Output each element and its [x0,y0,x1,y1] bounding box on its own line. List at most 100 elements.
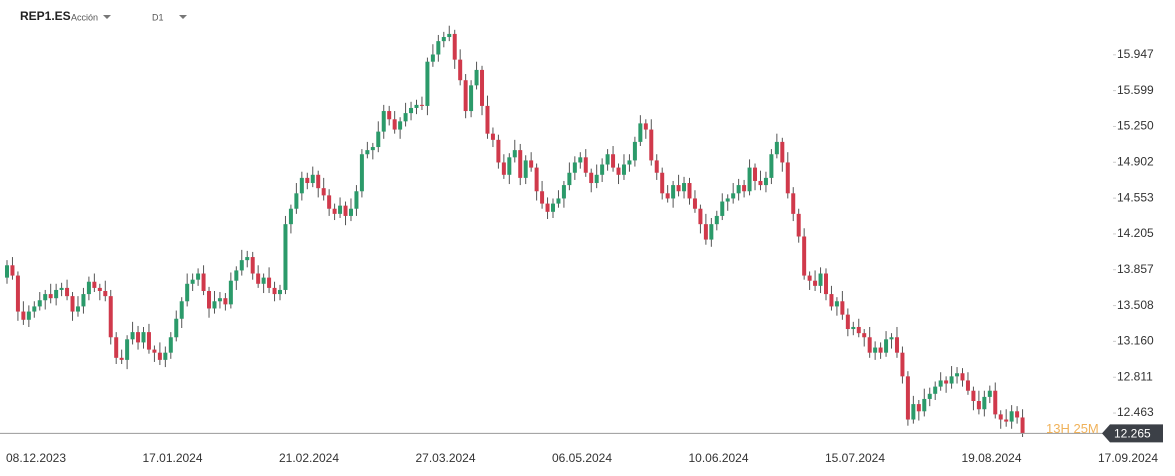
candle-body [321,188,326,196]
candle-body [37,300,42,307]
y-tick-label: 15.599 [1117,83,1154,97]
timeframe[interactable]: D1 [152,12,164,22]
candle-body [949,376,954,384]
x-tick-label: 06.05.2024 [552,451,612,465]
price-badge [1102,424,1163,443]
candle-body [911,404,916,420]
candle-body [1020,417,1025,434]
candle-body [114,337,119,358]
candle-body [217,298,222,302]
candle-body [611,154,616,168]
candle-body [621,164,626,175]
candle-body [398,121,403,130]
candle-body [272,287,277,295]
x-tick-label: 10.06.2024 [688,451,748,465]
candle-body [32,306,37,312]
candle-body [59,287,64,290]
candle-body [785,162,790,194]
y-tick-label: 14.553 [1117,190,1154,204]
candle-body [747,167,752,192]
candle-body [119,357,124,360]
candle-body [26,311,31,320]
candle-body [955,373,960,377]
candle-body [834,301,839,307]
candle-body [938,380,943,387]
candle-body [474,69,479,86]
candle-body [370,147,375,151]
candle-body [54,289,59,299]
candle-body [228,280,233,305]
candle-body [736,185,741,194]
candle-body [157,352,162,360]
candle-body [774,141,779,155]
candle-body [75,306,80,312]
timeframe-dropdown[interactable] [179,15,187,19]
candle-body [671,185,676,199]
candle-body [425,61,430,106]
candle-body [998,414,1003,420]
candle-body [884,339,889,353]
candle-body [780,141,785,163]
candle-body [933,386,938,394]
candle-body [572,162,577,173]
candle-body [15,275,20,312]
candle-body [512,150,517,158]
symbol-dropdown[interactable] [103,15,111,19]
y-tick-label: 15.947 [1117,47,1154,61]
candle-body [720,201,725,216]
candle-body [343,205,348,216]
candle-body [840,301,845,315]
candle-body [1015,411,1020,418]
candle-body [359,154,364,192]
candle-body [561,185,566,199]
last-price-label: 12.265 [1114,427,1151,441]
candle-body [583,157,588,173]
candle-body [993,390,998,415]
candle-body [201,273,206,291]
candle-body [5,265,9,278]
symbol[interactable]: REP1.ES [20,9,71,23]
candle-body [294,193,299,209]
candle-body [332,208,337,214]
candle-body [807,275,812,281]
candle-body [365,150,370,155]
candle-body [605,154,610,165]
candle-body [845,314,850,330]
candle-body [682,183,687,192]
candle-body [927,393,932,399]
candle-body [125,339,130,360]
candle-body [976,401,981,410]
candle-body [594,174,599,184]
candle-body [632,141,637,161]
candle-body [698,208,703,225]
candle-body [239,260,244,271]
y-tick-label: 13.508 [1117,298,1154,312]
candle-body [185,283,190,302]
candle-body [234,270,239,281]
candle-body [327,195,332,209]
candle-body [507,157,512,175]
candle-body [196,273,201,280]
candle-body [403,113,408,122]
candle-body [960,373,965,381]
candle-body [692,198,697,209]
candle-body [392,119,397,130]
candle-body [769,154,774,178]
candle-body [665,193,670,199]
candle-body [851,326,856,330]
candle-body [348,208,353,216]
countdown: 13H 25M [1046,421,1099,436]
candle-body [753,167,758,181]
candle-body [900,352,905,377]
candle-body [742,185,747,192]
candle-body [163,352,168,360]
candle-body [824,273,828,295]
candle-body [649,129,654,161]
candle-body [480,69,485,106]
x-tick-label: 27.03.2024 [415,451,475,465]
candle-body [207,290,212,309]
candle-body [354,191,359,209]
candle-body [223,298,228,305]
candle-body [725,198,730,202]
